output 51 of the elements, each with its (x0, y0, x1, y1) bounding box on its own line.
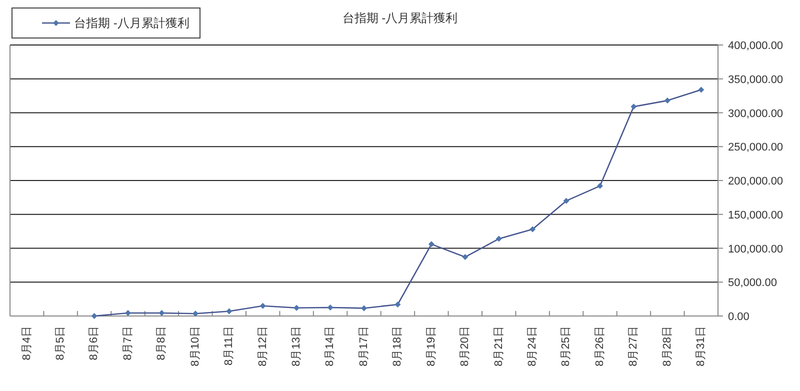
x-tick-label: 8月21日 (492, 326, 505, 366)
point (428, 241, 434, 248)
point (226, 308, 232, 314)
x-tick-label: 8月7日 (122, 326, 134, 360)
point (664, 98, 670, 104)
y-tick-label: 350,000.00 (728, 74, 784, 86)
point (361, 305, 367, 312)
x-tick-label: 8月14日 (324, 326, 336, 366)
y-tick-label: 50,000.00 (728, 277, 777, 290)
x-tick-label: 8月6日 (88, 326, 100, 360)
x-tick-label: 8月18日 (392, 326, 404, 366)
x-tick-label: 8月13日 (290, 326, 302, 366)
x-tick-label: 8月27日 (628, 326, 640, 366)
y-tick-label: 300,000.00 (728, 108, 784, 120)
legend-label: 台指期 -八月累計獲利 (74, 16, 190, 30)
point (530, 226, 536, 232)
point (260, 302, 266, 309)
x-tick-label: 8月5日 (54, 326, 66, 360)
point (327, 304, 334, 311)
x-tick-label: 8月25日 (560, 326, 572, 366)
x-tick-label: 8月4日 (20, 326, 33, 360)
point (192, 310, 198, 317)
y-tick-label: 150,000.00 (728, 209, 784, 222)
x-tick-label: 8月8日 (156, 326, 168, 360)
x-tick-label: 8月31日 (695, 326, 708, 366)
point (630, 104, 637, 110)
x-tick-label: 8月10日 (189, 326, 202, 366)
y-tick-label: 200,000.00 (728, 176, 784, 188)
y-tick-label: 250,000.00 (728, 142, 784, 154)
x-tick-label: 8月24日 (526, 326, 538, 366)
x-tick-label: 8月28日 (661, 326, 674, 366)
point (496, 236, 502, 242)
x-tick-label: 8月19日 (425, 326, 438, 366)
x-tick-label: 8月26日 (594, 326, 606, 366)
chart-title: 台指期 -八月累計獲利 (342, 11, 458, 25)
point (462, 254, 468, 260)
x-tick-label: 8月11日 (223, 326, 236, 366)
y-tick-label: 0.00 (728, 311, 750, 323)
point (158, 310, 165, 316)
point (698, 86, 704, 93)
point (294, 304, 300, 311)
point (394, 301, 401, 308)
point (597, 182, 603, 189)
x-tick-label: 8月20日 (459, 326, 472, 366)
x-tick-label: 8月17日 (358, 326, 370, 366)
point (125, 310, 131, 316)
y-tick-label: 100,000.00 (728, 243, 784, 256)
x-tick-label: 8月12日 (256, 326, 269, 366)
y-tick-label: 400,000.00 (728, 40, 784, 52)
point (91, 313, 98, 319)
point (563, 198, 570, 204)
